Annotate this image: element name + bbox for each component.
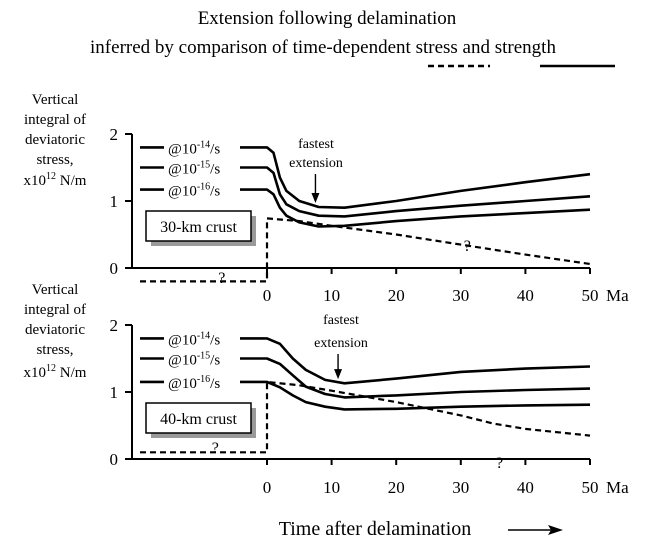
strength-curve-1 (140, 146, 591, 209)
y-tick-label: 1 (110, 383, 119, 402)
fastest-extension-arrow-head (311, 193, 320, 204)
title-and-word: and (458, 37, 495, 58)
x-tick-label: 10 (323, 286, 340, 305)
x-tick-label: 20 (388, 478, 405, 497)
y-tick-label: 1 (110, 192, 119, 211)
ylabel-top-line-2: integral of (24, 112, 86, 128)
title-line-2: inferred by comparison of time-dependent… (90, 37, 556, 58)
y-tick-label: 2 (110, 316, 119, 335)
title-strength-word: strength (495, 37, 557, 58)
x-tick-label: 40 (517, 478, 534, 497)
ylabel-top-line-5: x1012 N/m (24, 171, 87, 189)
strain-rate-label-1: @10-14/s (168, 330, 220, 348)
y-tick-label: 2 (110, 125, 119, 144)
ylabel-bottom: Vertical integral of deviatoric stress, … (24, 282, 87, 381)
strain-rate-label-3: @10-16/s (168, 182, 220, 200)
x-tick-label: 10 (323, 478, 340, 497)
ylabel-bottom-line-1: Vertical (32, 282, 79, 298)
x-unit-label: Ma (606, 286, 629, 305)
rate-label-bg (164, 179, 240, 200)
title-stress-word: stress (416, 37, 458, 58)
stress-curve-dashed (140, 217, 591, 283)
y-tick-label: 0 (110, 450, 119, 469)
x-axis-title: Time after delamination (279, 518, 472, 540)
ylabel-top-line-1: Vertical (32, 92, 79, 108)
strength-curve-2 (140, 166, 591, 218)
x-tick-label: 30 (452, 286, 469, 305)
title-line-2-prefix: inferred by comparison of time-dependent (90, 37, 416, 58)
strength-curve-3 (140, 380, 591, 411)
x-tick-label: 0 (263, 478, 272, 497)
crust-box (145, 402, 252, 434)
unknown-mark-after: ? (496, 455, 503, 472)
fastest-extension-arrow-head (334, 369, 343, 380)
fastest-extension-label-2: extension (314, 336, 368, 351)
ylabel-bottom-line-4: stress, (36, 342, 73, 358)
strength-curve-1 (140, 337, 591, 385)
x-tick-label: 50 (582, 286, 599, 305)
ylabel-top: Vertical integral of deviatoric stress, … (24, 92, 87, 189)
unknown-mark-before: ? (212, 440, 219, 457)
ylabel-bottom-line-3: deviatoric (25, 322, 85, 338)
crust-box (145, 210, 252, 242)
crust-label: 40-km crust (160, 411, 237, 428)
strain-rate-label-3: @10-16/s (168, 374, 220, 392)
x-tick-label: 20 (388, 286, 405, 305)
x-unit-label: Ma (606, 478, 629, 497)
ylabel-top-line-4: stress, (36, 152, 73, 168)
strength-curve-3 (140, 188, 591, 228)
x-tick-label: 40 (517, 286, 534, 305)
x-tick-label: 30 (452, 478, 469, 497)
unknown-mark-before: ? (218, 270, 225, 287)
strength-curve-2 (140, 357, 591, 399)
strain-rate-label-1: @10-14/s (168, 139, 220, 157)
rate-label-bg (164, 157, 240, 178)
rate-label-bg (164, 137, 240, 158)
rate-label-bg (164, 328, 240, 349)
strain-rate-label-2: @10-15/s (168, 160, 220, 178)
x-tick-label: 0 (263, 286, 272, 305)
crust-label: 30-km crust (160, 219, 237, 236)
fastest-extension-label-1: fastest (298, 137, 334, 152)
fastest-extension-label-1: fastest (323, 313, 359, 328)
x-tick-label: 50 (582, 478, 599, 497)
ylabel-bottom-line-2: integral of (24, 302, 86, 318)
rate-label-bg (164, 348, 240, 369)
unknown-mark-after: ? (464, 238, 471, 255)
stress-curve-dashed (140, 380, 591, 454)
fastest-extension-label-2: extension (289, 156, 343, 171)
title-line-1: Extension following delamination (198, 8, 457, 29)
time-arrow (508, 525, 563, 535)
rate-label-bg (164, 371, 240, 392)
y-tick-label: 0 (110, 259, 119, 278)
ylabel-bottom-line-5: x1012 N/m (24, 363, 87, 381)
strain-rate-label-2: @10-15/s (168, 351, 220, 369)
ylabel-top-line-3: deviatoric (25, 132, 85, 148)
